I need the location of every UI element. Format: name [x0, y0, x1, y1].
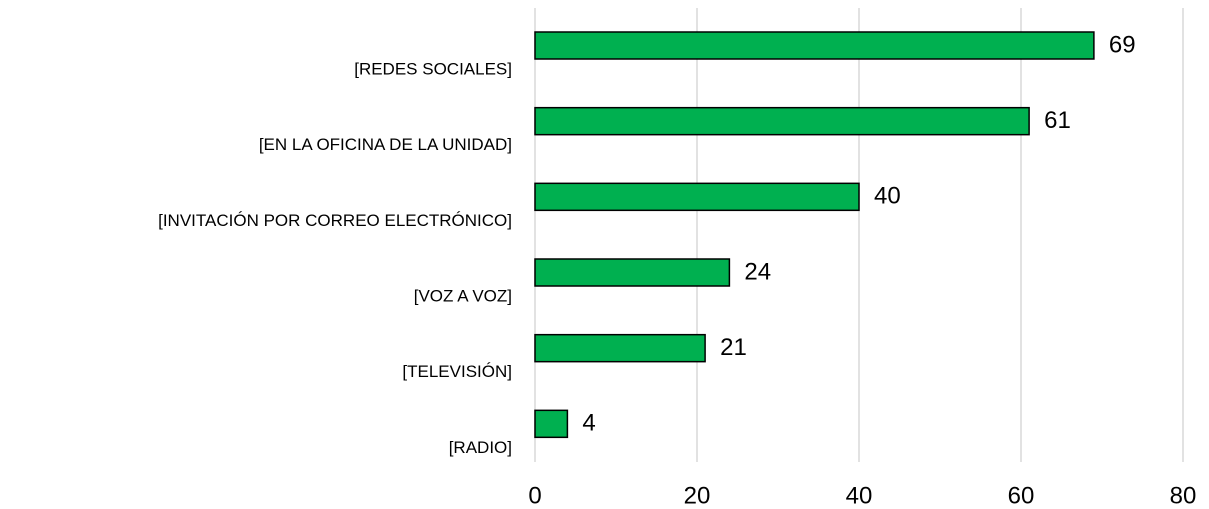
x-tick-label: 40 — [846, 482, 873, 509]
x-tick-label: 0 — [528, 482, 541, 509]
y-tick-label: [INVITACIÓN POR CORREO ELECTRÓNICO] — [158, 211, 512, 230]
bar — [534, 106, 1030, 136]
x-tick-label: 80 — [1170, 482, 1197, 509]
y-tick-label: [EN LA OFICINA DE LA UNIDAD] — [259, 135, 512, 154]
y-tick-label: [VOZ A VOZ] — [414, 286, 512, 305]
value-label: 4 — [582, 410, 595, 437]
value-label: 24 — [744, 258, 771, 285]
x-tick-label: 60 — [1008, 482, 1035, 509]
value-label: 61 — [1044, 107, 1071, 134]
value-label: 69 — [1109, 31, 1136, 58]
value-label: 40 — [874, 183, 901, 210]
bar — [534, 333, 706, 363]
bar — [534, 31, 1095, 60]
value-label: 21 — [720, 334, 747, 361]
bar — [534, 409, 569, 439]
y-tick-label: [REDES SOCIALES] — [354, 59, 512, 78]
y-tick-label: [TELEVISIÓN] — [402, 362, 512, 381]
bar — [534, 258, 731, 287]
y-tick-label: [RADIO] — [449, 438, 512, 457]
bar — [534, 182, 860, 212]
x-tick-label: 20 — [684, 482, 711, 509]
